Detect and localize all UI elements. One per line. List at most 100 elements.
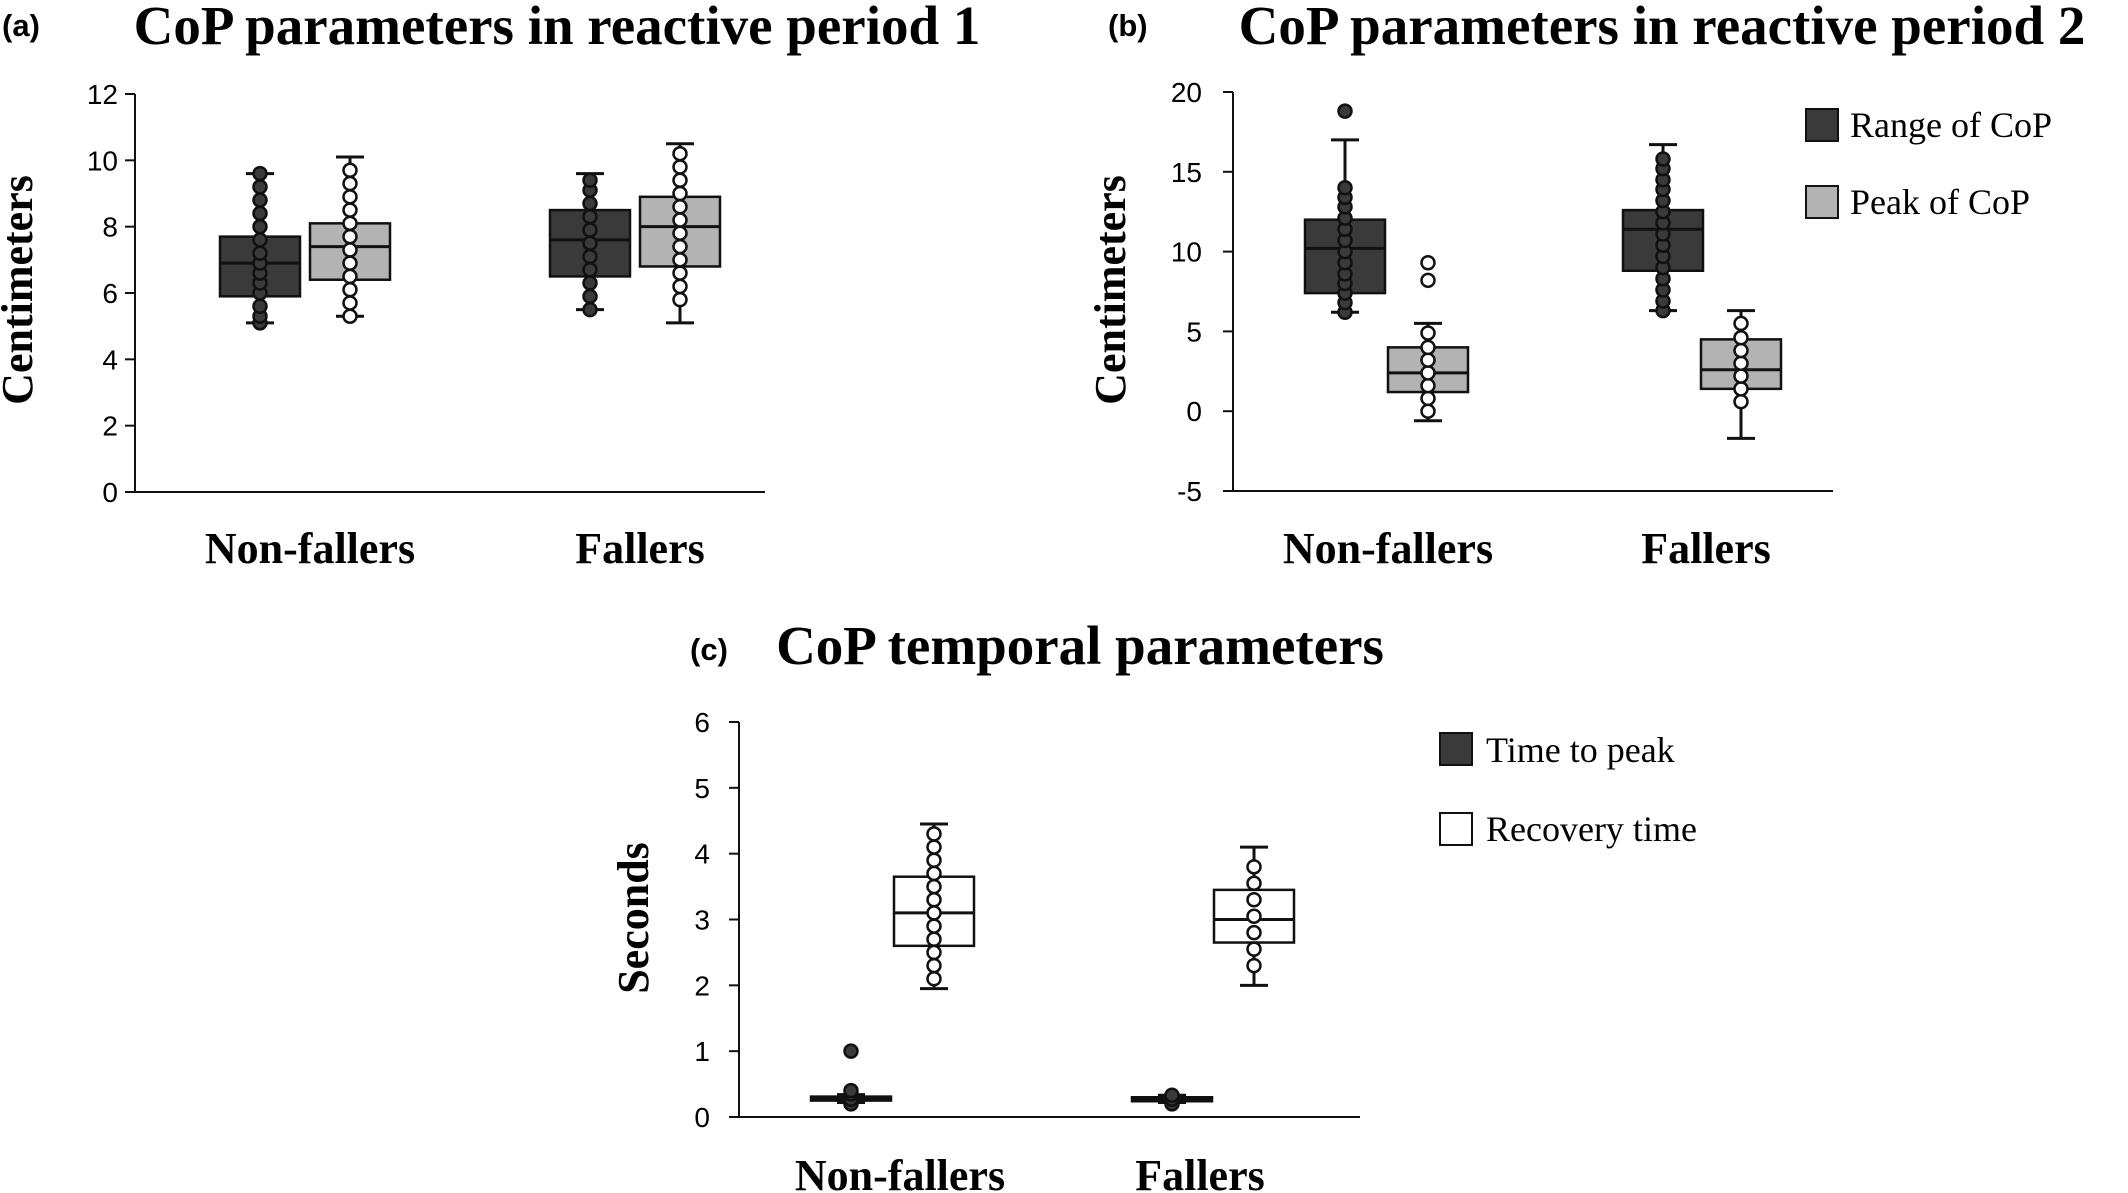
- panel-a-s1-g0-data-point: [342, 228, 358, 245]
- panel-c-s1-g1-data-point: [1246, 875, 1262, 892]
- panel-a-s1-g1-data-point: [672, 265, 688, 281]
- panel-b-s1-g0-data-point: [1420, 390, 1436, 407]
- panel-a-s1-g0-data-point: [342, 281, 358, 298]
- panel-a-s0-g1-data-point: [582, 288, 598, 305]
- panel-a-s1-g0-data-point: [342, 175, 358, 192]
- panel-c-category-fallers: Fallers: [1135, 1151, 1265, 1193]
- panel-b-legend-peak-of-cop: Peak of CoP: [1850, 182, 2030, 222]
- panel-a-label: (a): [2, 8, 40, 43]
- panel-a-s0-g0-data-point: [252, 218, 268, 235]
- panel-a-s1-g1-data-point: [672, 172, 688, 188]
- panel-a-s1-g0-data-point: [342, 242, 358, 258]
- panel-c-s0-g1-data-point: [1164, 1087, 1180, 1104]
- panel-c-s1-g0-data-point: [926, 971, 942, 987]
- panel-c-s1-g0-data-point: [926, 892, 942, 908]
- panel-a-y-tick-label: 4: [102, 344, 118, 375]
- panel-a-s0-g1-data-point: [582, 208, 598, 225]
- panel-c-plot: 0 1 2 3 4 5 6: [694, 707, 1360, 1133]
- panel-b-s0-g1-data-point: [1655, 151, 1671, 167]
- panel-a-category-non-fallers: Non-fallers: [205, 524, 415, 573]
- panel-a-title: CoP parameters in reactive period 1: [134, 0, 981, 56]
- panel-c-legend-swatch-recovery-time: [1439, 812, 1473, 846]
- panel-c-legend-swatch-time-to-peak: [1439, 732, 1473, 766]
- panel-a-y-tick-label: 2: [102, 411, 118, 442]
- panel-c-legend-recovery-time: Recovery time: [1486, 809, 1697, 849]
- panel-a-s1-g1-data-point: [672, 145, 688, 162]
- panel-c-category-non-fallers: Non-fallers: [795, 1151, 1005, 1193]
- panel-a-s1-g0-data-point: [342, 295, 358, 311]
- panel-a-s1-g1-data-point: [672, 199, 688, 215]
- panel-a-s1-g1-data-point: [672, 252, 688, 268]
- panel-b-plot: -5 0 5 10 15 20: [1171, 77, 1833, 507]
- panel-c-s1-g1-data-point: [1246, 957, 1262, 974]
- panel-a-s1-g1-data-point: [672, 278, 688, 295]
- panel-b-s1-g0-data-point: [1420, 365, 1436, 381]
- panel-a-s1-g0-data-point: [342, 268, 358, 285]
- panel-c-y-tick-label: 4: [694, 839, 710, 870]
- panel-c-y-axis-label: Seconds: [609, 842, 658, 994]
- panel-b-title: CoP parameters in reactive period 2: [1239, 0, 2086, 56]
- panel-a-y-tick-label: 10: [87, 145, 118, 176]
- panel-c-s1-g0-data-point: [926, 865, 942, 882]
- panel-a-plot: 0 2 4 6 8 10 12: [87, 79, 765, 508]
- panel-b-s1-g0-data-point: [1420, 352, 1436, 368]
- panel-c-s1-g0-data-point: [926, 852, 942, 868]
- panel-b-y-axis-label: Centimeters: [1086, 175, 1135, 405]
- panel-c-s1-g0-data-point: [926, 918, 942, 934]
- panel-a-y-tick-label: 8: [102, 212, 118, 243]
- panel-c-s1-g0-data-point: [926, 839, 942, 855]
- panel-a-y-tick-label: 0: [102, 477, 118, 508]
- panel-b-legend-range-of-cop: Range of CoP: [1850, 105, 2052, 145]
- panel-b-y-tick-label: -5: [1177, 476, 1202, 507]
- panel-c-label: (c): [690, 632, 728, 667]
- panel-a-s0-g0-data-point: [252, 192, 268, 208]
- panel-b: (b) CoP parameters in reactive period 2 …: [1086, 0, 2085, 573]
- panel-c-title: CoP temporal parameters: [776, 615, 1384, 676]
- panel-c-s1-g0-data-point: [926, 931, 942, 947]
- panel-a-s1-g0-data-point: [342, 202, 358, 218]
- panel-b-s0-g0-data-point: [1337, 103, 1353, 119]
- panel-a-s0-g0-data-point: [252, 245, 268, 261]
- panel-a-s0-g0-data-point: [252, 298, 268, 315]
- panel-b-s1-g1-data-point: [1733, 393, 1749, 410]
- panel-a-s0-g1-data-point: [582, 195, 598, 212]
- panel-a-s1-g1-data-point: [672, 225, 688, 242]
- panel-c-y-tick-label: 1: [694, 1036, 710, 1067]
- panel-a-s1-g1-data-point: [672, 212, 688, 228]
- panel-b-s1-g1-data-point: [1733, 330, 1749, 346]
- panel-a: (a) CoP parameters in reactive period 1 …: [0, 0, 980, 573]
- panel-b-y-tick-label: 10: [1171, 237, 1202, 268]
- panel-c-s1-g0-data-point: [926, 957, 942, 974]
- panel-a-s0-g1-data-point: [582, 222, 598, 238]
- panel-b-s1-g1-data-point: [1733, 381, 1749, 397]
- panel-b-label: (b): [1108, 8, 1148, 43]
- panel-a-s0-g1-data-point: [582, 275, 598, 291]
- panel-a-y-tick-label: 12: [87, 79, 118, 110]
- panel-c-y-tick-label: 3: [694, 905, 710, 936]
- panel-b-legend: Range of CoP Peak of CoP: [1805, 105, 2052, 222]
- panel-c-y-tick-label: 5: [694, 773, 710, 804]
- panel-c-legend-time-to-peak: Time to peak: [1486, 730, 1675, 770]
- panel-a-y-tick-label: 6: [102, 278, 118, 309]
- panel-c-legend: Time to peak Recovery time: [1439, 730, 1697, 849]
- panel-b-y-tick-label: 15: [1171, 157, 1202, 188]
- panel-b-s1-g0-data-point: [1420, 377, 1436, 394]
- panel-a-s0-g1-data-point: [582, 248, 598, 265]
- panel-a-s0-g1-data-point: [582, 172, 598, 188]
- panel-a-s1-g0-data-point: [342, 255, 358, 271]
- panel-a-s1-g1-data-point: [672, 291, 688, 308]
- panel-b-s1-g1-data-point: [1733, 355, 1749, 372]
- panel-b-s1-g1-data-point: [1733, 368, 1749, 384]
- panel-a-category-fallers: Fallers: [575, 524, 705, 573]
- panel-c-s0-g0-data-point: [843, 1082, 859, 1099]
- panel-c-y-tick-label: 2: [694, 970, 710, 1001]
- panel-b-category-non-fallers: Non-fallers: [1283, 524, 1493, 573]
- panel-c-s1-g0-data-point: [926, 944, 942, 961]
- panel-c-s1-g1-data-point: [1246, 892, 1262, 908]
- panel-a-s0-g0-data-point: [252, 179, 268, 195]
- panel-b-y-tick-label: 0: [1186, 396, 1202, 427]
- panel-c-y-tick-label: 6: [694, 707, 710, 738]
- panel-c: (c) CoP temporal parameters Seconds Non-…: [609, 615, 1697, 1193]
- panel-b-legend-swatch-range: [1805, 108, 1839, 142]
- panel-b-s1-g0-data-point: [1420, 272, 1436, 289]
